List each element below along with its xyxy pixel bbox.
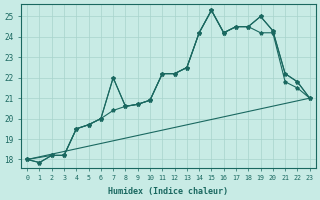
- X-axis label: Humidex (Indice chaleur): Humidex (Indice chaleur): [108, 187, 228, 196]
